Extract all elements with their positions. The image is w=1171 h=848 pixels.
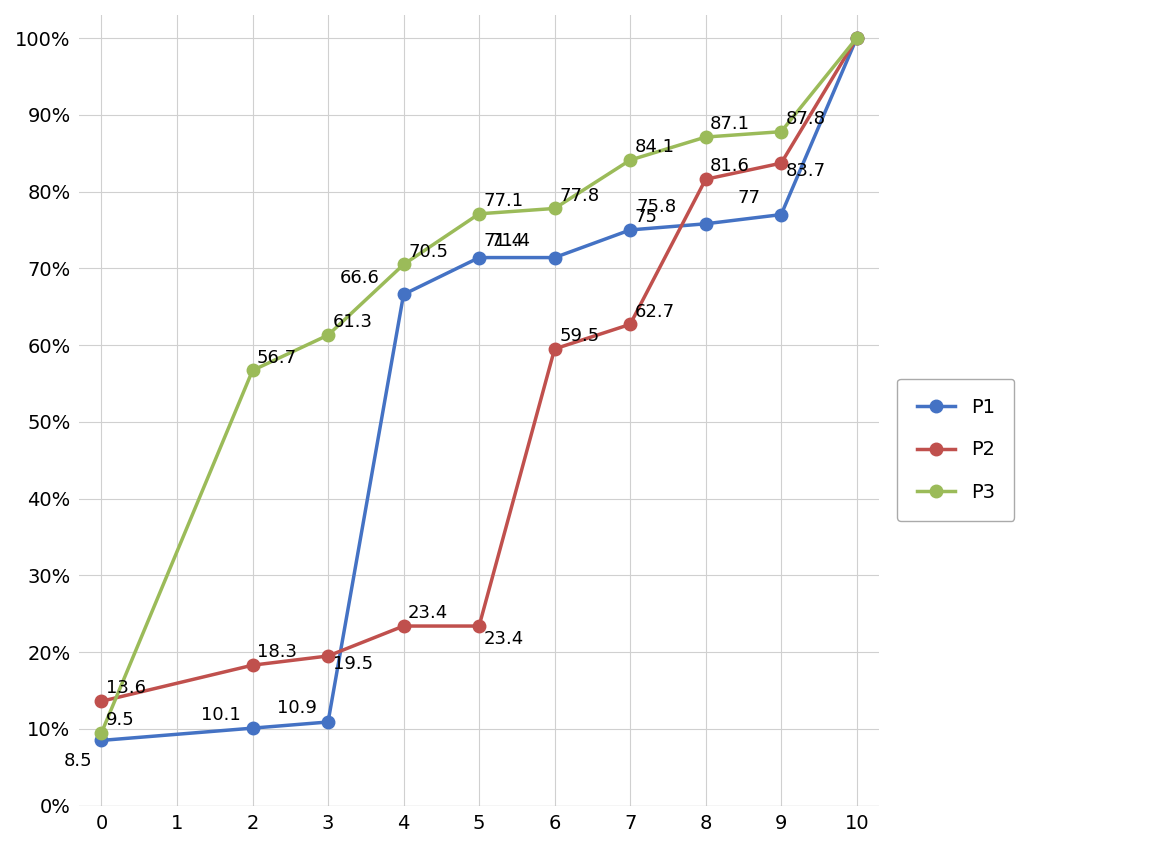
Text: 83.7: 83.7 xyxy=(786,162,826,180)
Text: 75: 75 xyxy=(635,208,658,226)
Text: 23.4: 23.4 xyxy=(484,629,523,648)
P3 xyxy=(774,126,788,137)
P1 xyxy=(397,289,411,299)
P2 xyxy=(548,343,562,354)
Text: 61.3: 61.3 xyxy=(333,313,372,332)
Legend: P1, P2, P3: P1, P2, P3 xyxy=(897,378,1014,522)
Text: 84.1: 84.1 xyxy=(635,138,674,156)
P3 xyxy=(472,209,486,219)
P3 xyxy=(548,204,562,214)
P1 xyxy=(548,253,562,263)
P2 xyxy=(472,621,486,631)
P3 xyxy=(95,728,109,738)
P1 xyxy=(774,209,788,220)
Text: 77.1: 77.1 xyxy=(484,192,523,210)
Text: 8.5: 8.5 xyxy=(63,751,93,770)
Line: P3: P3 xyxy=(95,31,863,739)
Text: 71.4: 71.4 xyxy=(491,232,530,250)
Text: 77: 77 xyxy=(737,189,760,207)
Text: 70.5: 70.5 xyxy=(409,243,448,260)
Text: 71.4: 71.4 xyxy=(484,232,523,250)
Text: 19.5: 19.5 xyxy=(333,655,372,672)
Text: 81.6: 81.6 xyxy=(710,158,751,176)
P2 xyxy=(850,33,864,43)
Text: 87.8: 87.8 xyxy=(786,110,826,128)
Text: 9.5: 9.5 xyxy=(107,711,135,729)
Text: 18.3: 18.3 xyxy=(258,644,297,661)
Text: 10.1: 10.1 xyxy=(201,706,241,723)
Line: P2: P2 xyxy=(95,31,863,707)
P2 xyxy=(623,319,637,329)
Text: 23.4: 23.4 xyxy=(409,605,448,622)
P2 xyxy=(321,651,335,661)
Text: 10.9: 10.9 xyxy=(276,700,316,717)
Text: 87.1: 87.1 xyxy=(710,115,751,133)
P2 xyxy=(397,621,411,631)
P2 xyxy=(774,158,788,168)
P1 xyxy=(623,225,637,235)
P3 xyxy=(699,132,713,142)
P3 xyxy=(321,330,335,340)
P2 xyxy=(699,174,713,184)
P3 xyxy=(397,259,411,270)
P1 xyxy=(850,33,864,43)
P3 xyxy=(850,33,864,43)
P3 xyxy=(246,365,260,376)
P2 xyxy=(95,696,109,706)
Text: 62.7: 62.7 xyxy=(635,303,674,321)
Text: 13.6: 13.6 xyxy=(107,679,146,697)
Text: 59.5: 59.5 xyxy=(559,327,600,345)
Text: 77.8: 77.8 xyxy=(559,187,600,204)
P1 xyxy=(472,253,486,263)
Text: 75.8: 75.8 xyxy=(637,198,677,216)
P1 xyxy=(321,717,335,727)
Text: 56.7: 56.7 xyxy=(258,349,297,366)
P1 xyxy=(246,723,260,734)
Text: 66.6: 66.6 xyxy=(340,269,379,287)
P1 xyxy=(95,735,109,745)
P3 xyxy=(623,155,637,165)
Line: P1: P1 xyxy=(95,31,863,747)
P2 xyxy=(246,660,260,670)
P1 xyxy=(699,219,713,229)
